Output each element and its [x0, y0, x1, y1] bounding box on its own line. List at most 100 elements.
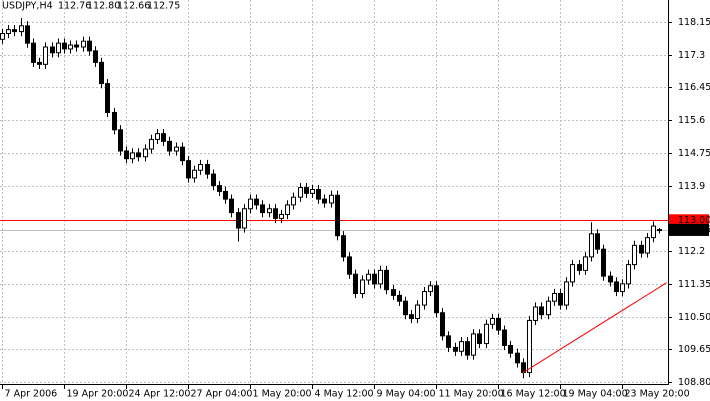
candle-body [589, 233, 594, 258]
candle-body [459, 341, 464, 352]
candle-body [217, 185, 222, 192]
candle-body [558, 292, 563, 306]
candle-body [310, 188, 315, 194]
ohlc-low: 112.66 [117, 1, 150, 12]
x-tick-label: 23 May 20:00 [625, 389, 690, 400]
candle-body [577, 264, 582, 271]
candle-body [174, 146, 179, 152]
candle-body [304, 187, 309, 194]
candle-body [205, 163, 210, 175]
candle-body [161, 133, 166, 142]
candle-body [527, 319, 532, 373]
candle-body [87, 40, 92, 52]
y-tick-label: 114.75 [678, 148, 710, 159]
y-tick-label: 117.3 [678, 50, 705, 61]
candle-body [484, 323, 489, 345]
candle-body [372, 273, 377, 285]
candle-body [570, 264, 575, 283]
candle-body [601, 248, 606, 277]
candle-body [620, 283, 625, 293]
y-tick-label: 118.15 [678, 17, 710, 28]
y-tick-label: 111.35 [678, 279, 710, 290]
x-tick-label: 4 May 12:00 [315, 389, 374, 400]
ohlc-high: 112.80 [87, 1, 120, 12]
candle-body [626, 264, 631, 285]
candle-body [378, 269, 383, 285]
candle-body [502, 329, 507, 346]
y-tick-label: 116.45 [678, 82, 710, 93]
candle-body [6, 29, 11, 35]
candle-body [384, 269, 389, 291]
candle-body [428, 285, 433, 293]
y-tick-label: 109.65 [678, 344, 710, 355]
candle-body [74, 44, 79, 48]
candle-body [645, 237, 650, 254]
ohlc-open: 112.76 [58, 1, 91, 12]
candle-body [50, 46, 55, 54]
candle-body [248, 198, 253, 210]
candle-body [465, 341, 470, 356]
price-label: 112.75 [678, 224, 710, 235]
candle-body [496, 318, 501, 331]
candle-body [552, 292, 557, 302]
candle-body [539, 306, 544, 316]
price-label-box [669, 214, 709, 227]
candle-body [403, 300, 408, 316]
candle-body [639, 244, 644, 254]
x-tick-label: 27 Apr 04:00 [191, 389, 253, 400]
x-tick-label: 19 May 04:00 [563, 389, 628, 400]
candle-body [422, 291, 427, 306]
candle-body [353, 273, 358, 294]
candle-body [564, 281, 569, 306]
candle-body [614, 281, 619, 293]
candle-body [198, 163, 203, 171]
candle-body [223, 190, 228, 200]
candle-body [657, 229, 662, 232]
ohlc-close: 112.75 [147, 1, 180, 12]
candle-body [471, 333, 476, 356]
candle-body [279, 214, 284, 219]
x-tick-label: 9 May 04:00 [377, 389, 436, 400]
y-tick-label: 110.50 [678, 312, 710, 323]
candle-body [651, 225, 656, 239]
candle-body [93, 50, 98, 63]
trendline [521, 282, 667, 374]
x-tick-label: 19 Apr 20:00 [67, 389, 129, 400]
y-tick-label: 113.9 [678, 181, 705, 192]
candle-body [440, 312, 445, 337]
candle-body [167, 140, 172, 152]
candle-body [105, 83, 110, 113]
candle-body [254, 198, 259, 206]
candle-body [81, 40, 86, 48]
candle-body [298, 187, 303, 198]
x-tick-label: 11 May 20:00 [439, 389, 504, 400]
candle-body [366, 273, 371, 281]
candle-body [12, 29, 17, 33]
candle-body [595, 233, 600, 250]
candle-body [515, 352, 520, 364]
candle-body [19, 25, 24, 33]
candle-body [180, 146, 185, 162]
candle-body [25, 25, 30, 44]
candle-body [335, 194, 340, 237]
candle-body [236, 212, 241, 229]
candle-body [56, 42, 61, 54]
candle-body [242, 208, 247, 229]
candle-body [632, 244, 637, 266]
candle-body [508, 344, 513, 354]
candle-body [186, 160, 191, 179]
x-tick-label: 1 May 20:00 [253, 389, 312, 400]
candle-body [322, 198, 327, 204]
candle-body [192, 169, 197, 179]
candle-body [360, 279, 365, 294]
candle-body [347, 256, 352, 275]
candle-body [453, 346, 458, 352]
candle-body [446, 335, 451, 348]
candle-body [260, 204, 265, 214]
price-label-box [669, 223, 709, 236]
x-tick-label: 24 Apr 12:00 [129, 389, 191, 400]
candle-body [124, 150, 129, 160]
candle-body [583, 256, 588, 271]
x-tick-label: 16 May 12:00 [501, 389, 566, 400]
